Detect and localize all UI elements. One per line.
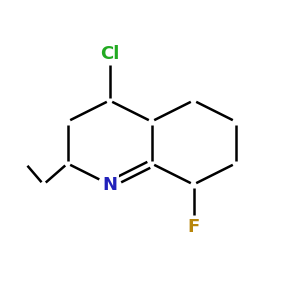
Text: Cl: Cl <box>100 45 119 63</box>
Text: F: F <box>188 218 200 236</box>
Text: N: N <box>102 176 117 194</box>
